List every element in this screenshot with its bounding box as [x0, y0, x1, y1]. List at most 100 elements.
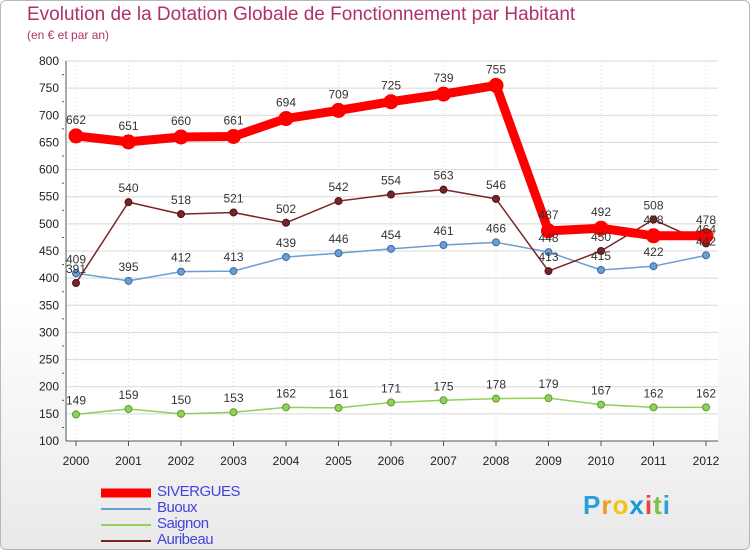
data-point-sivergues	[331, 102, 346, 118]
data-label-sivergues: 492	[591, 205, 611, 219]
y-tick-label: 100	[39, 434, 59, 448]
data-point-sivergues	[488, 77, 504, 93]
x-tick-label: 2005	[325, 454, 352, 468]
data-label-buoux: 439	[276, 236, 296, 250]
data-point-sivergues	[593, 220, 609, 236]
data-point-saignon	[229, 408, 238, 417]
data-point-saignon	[544, 394, 553, 403]
data-point-auribeau	[597, 247, 605, 255]
data-point-buoux	[282, 252, 290, 261]
data-label-buoux: 413	[223, 250, 243, 264]
data-label-saignon: 179	[538, 377, 558, 391]
x-tick-label: 2001	[115, 454, 142, 468]
data-labels: 149 159 150 153 162 161 171 175 178 179 167 162 162 4…	[66, 62, 716, 407]
legend-swatch	[101, 524, 151, 526]
data-point-sivergues	[698, 228, 714, 244]
y-tick-label: 550	[39, 190, 59, 204]
data-point-buoux	[597, 266, 605, 274]
data-point-saignon	[702, 403, 710, 412]
data-point-sivergues	[383, 94, 399, 110]
data-label-buoux: 446	[328, 232, 348, 246]
data-label-sivergues: 755	[486, 62, 506, 76]
series-lines	[68, 77, 714, 419]
data-point-auribeau	[124, 198, 133, 207]
data-label-saignon: 178	[486, 378, 506, 392]
data-label-auribeau: 508	[643, 199, 663, 213]
data-point-saignon	[597, 400, 605, 409]
legend-swatch	[101, 508, 151, 510]
data-point-sivergues	[68, 128, 84, 144]
data-label-saignon: 161	[328, 387, 348, 401]
x-tick-label: 2003	[220, 454, 247, 468]
grid-lines	[66, 60, 718, 442]
data-label-saignon: 162	[696, 386, 716, 400]
data-label-sivergues: 478	[696, 213, 716, 227]
y-tick-label: 250	[39, 353, 59, 367]
x-tick-label: 2004	[273, 454, 300, 468]
logo-letter: P	[583, 490, 602, 520]
x-tick-label: 2006	[378, 454, 405, 468]
data-label-saignon: 175	[433, 379, 453, 393]
data-label-auribeau: 450	[591, 230, 611, 244]
logo-letter: o	[612, 490, 630, 520]
data-point-saignon	[334, 403, 343, 412]
data-label-sivergues: 709	[328, 87, 348, 101]
y-tick-label: 350	[39, 298, 59, 312]
data-label-sivergues: 478	[643, 213, 663, 227]
data-point-saignon	[649, 403, 658, 412]
x-tick-label: 2012	[693, 454, 720, 468]
data-point-sivergues	[646, 228, 661, 244]
axes: 100 150 200 250 300 350 400 450 500 550 600 650 700 7…	[39, 54, 720, 468]
data-point-auribeau	[72, 279, 80, 288]
data-point-sivergues	[121, 134, 136, 150]
logo-letter: i	[662, 490, 671, 520]
x-tick-label: 2002	[168, 454, 195, 468]
data-label-buoux: 422	[643, 245, 663, 259]
data-point-buoux	[544, 248, 553, 257]
data-point-auribeau	[649, 215, 658, 224]
legend-label: Auribeau	[157, 531, 214, 548]
x-tick-label: 2007	[430, 454, 457, 468]
data-point-auribeau	[282, 218, 290, 227]
legend-swatch	[101, 540, 151, 542]
data-label-auribeau: 391	[66, 262, 86, 276]
data-point-sivergues	[173, 129, 189, 145]
data-label-sivergues: 694	[276, 96, 296, 110]
data-label-sivergues: 651	[118, 119, 138, 133]
logo-letter: x	[629, 490, 645, 520]
data-label-auribeau: 502	[276, 202, 296, 216]
proxiti-logo: Proxiti	[583, 490, 671, 521]
data-label-saignon: 159	[118, 388, 138, 402]
data-point-saignon	[282, 403, 290, 412]
data-label-buoux: 442	[696, 234, 716, 248]
data-point-sivergues	[278, 111, 294, 127]
data-label-sivergues: 661	[223, 113, 243, 127]
data-point-auribeau	[387, 190, 395, 199]
y-tick-label: 800	[39, 54, 59, 68]
data-point-buoux	[387, 244, 395, 253]
logo-letter: i	[644, 490, 654, 520]
x-tick-label: 2008	[483, 454, 510, 468]
data-label-auribeau: 413	[538, 250, 558, 264]
data-label-auribeau: 554	[381, 174, 401, 188]
y-tick-label: 200	[39, 380, 59, 394]
data-label-buoux: 395	[118, 260, 138, 274]
data-point-buoux	[334, 249, 343, 258]
y-tick-label: 150	[39, 407, 59, 421]
data-label-saignon: 149	[66, 393, 86, 407]
y-tick-label: 400	[39, 271, 59, 285]
data-label-buoux: 448	[538, 231, 558, 245]
data-label-saignon: 150	[171, 393, 191, 407]
data-point-buoux	[492, 238, 500, 247]
legend-label: Buoux	[157, 499, 198, 516]
y-tick-label: 700	[39, 108, 59, 122]
data-point-buoux	[229, 267, 238, 276]
data-label-saignon: 162	[276, 386, 296, 400]
data-label-saignon: 171	[381, 381, 401, 395]
data-point-auribeau	[544, 267, 553, 276]
data-label-saignon: 153	[223, 391, 243, 405]
data-point-saignon	[177, 409, 185, 418]
y-tick-label: 750	[39, 81, 59, 95]
data-label-sivergues: 725	[381, 79, 401, 93]
data-point-auribeau	[492, 194, 500, 203]
